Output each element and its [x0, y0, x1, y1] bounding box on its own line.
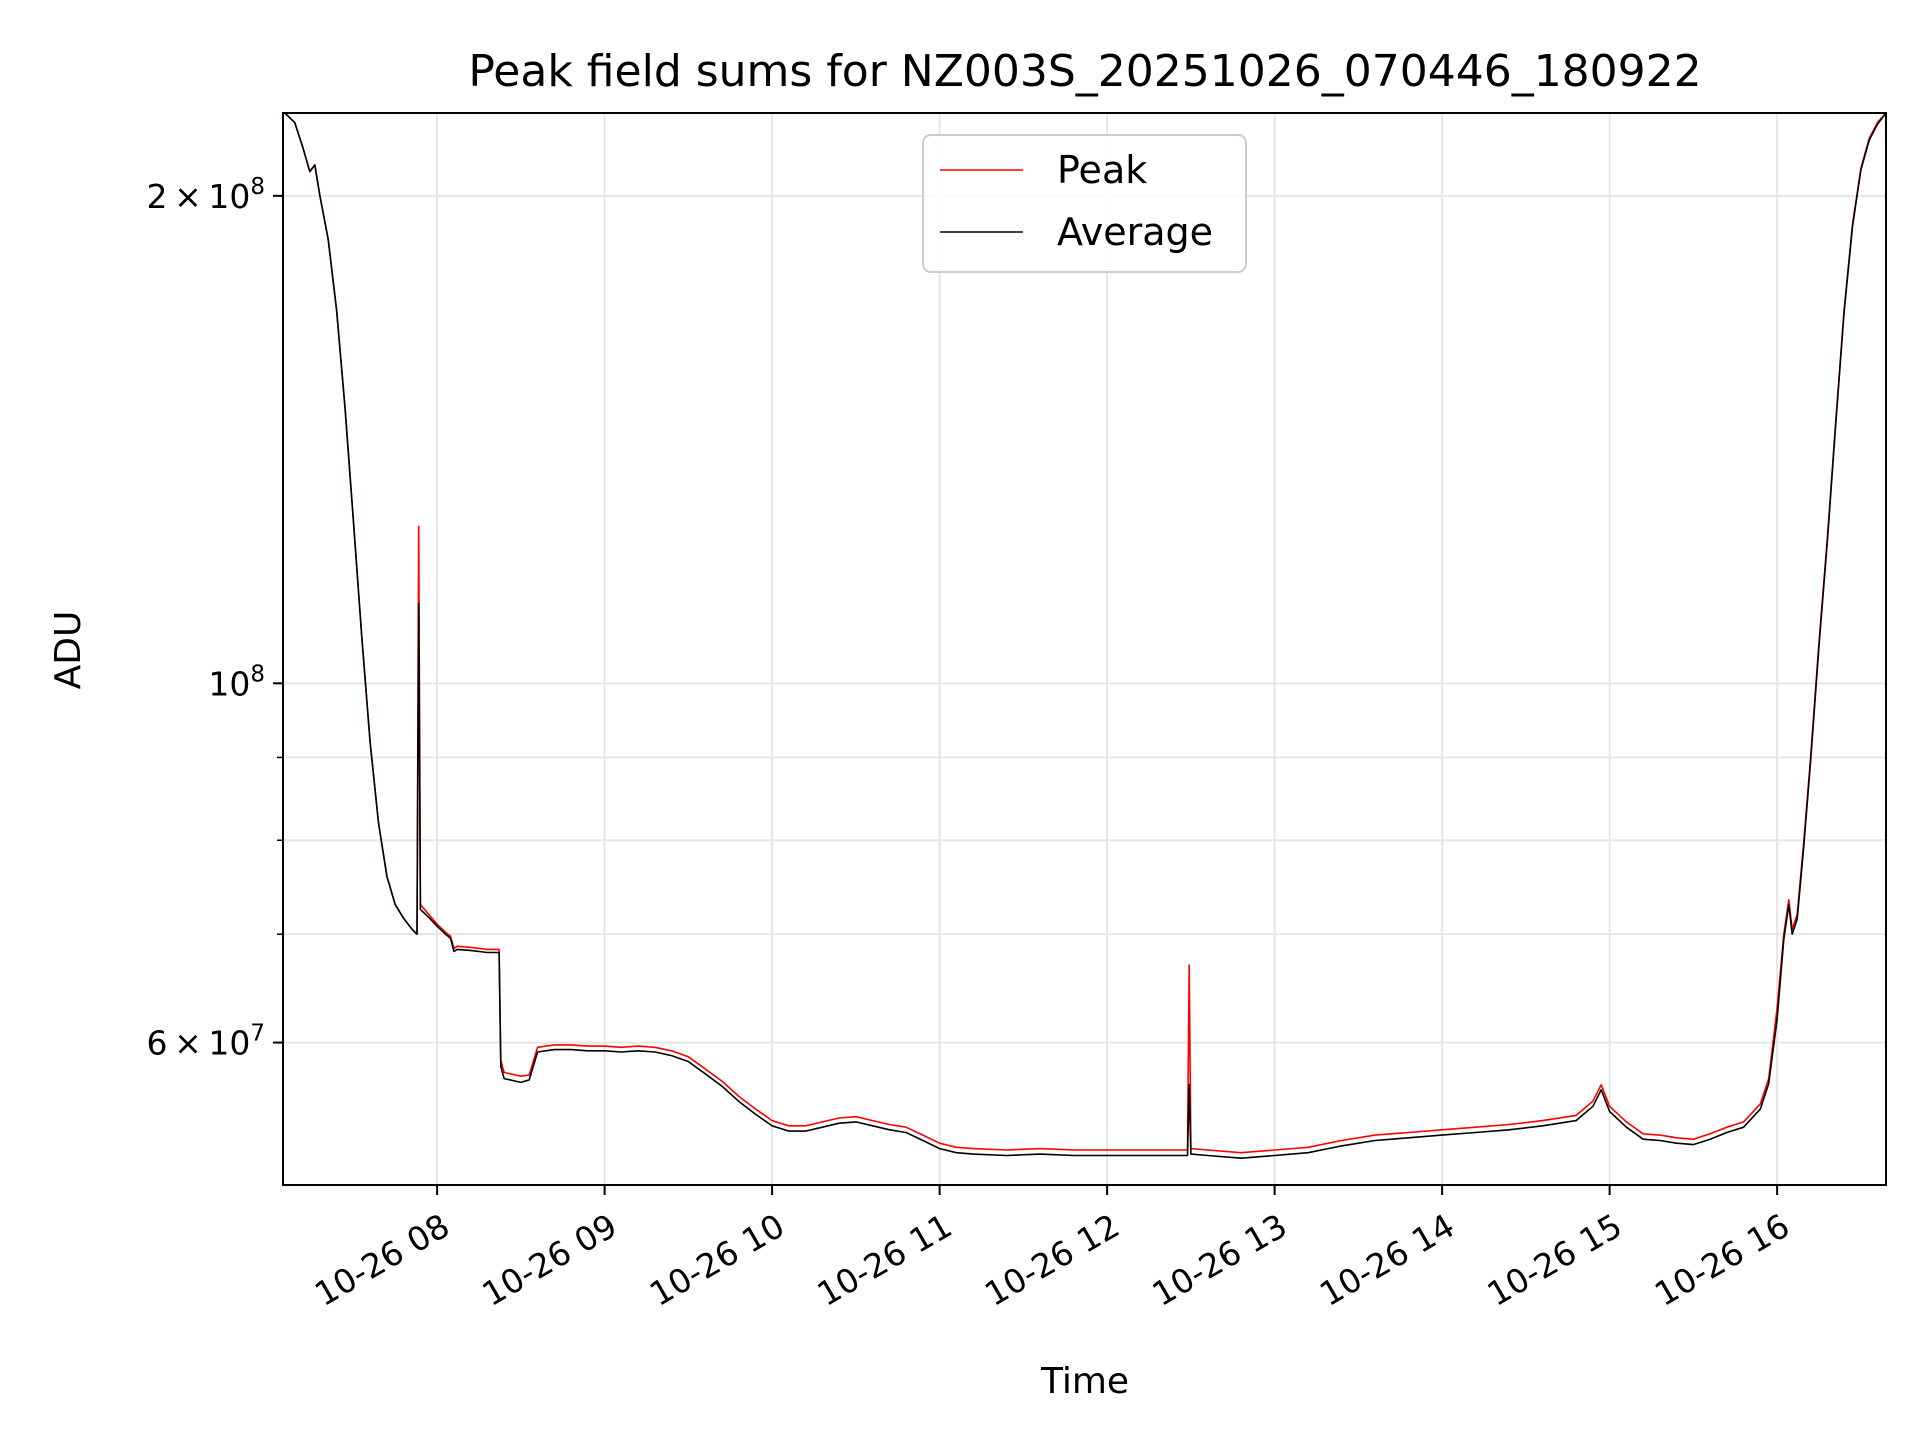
x-axis-label: Time: [1040, 1361, 1129, 1402]
y-tick-label: 6 × 107: [147, 1021, 265, 1063]
legend-label-average: Average: [1057, 210, 1213, 254]
series-line-peak: [284, 113, 1886, 1154]
y-axis-label: ADU: [48, 611, 89, 690]
y-tick-label: 108: [208, 661, 265, 703]
plot-frame: [282, 112, 1887, 1186]
series-line-average: [284, 113, 1886, 1159]
y-axis-ticks: 2 × 108 108 6 × 107: [147, 174, 283, 1063]
y-tick-label: 2 × 108: [147, 174, 265, 216]
legend-label-peak: Peak: [1057, 148, 1147, 192]
plot-series: [284, 113, 1886, 1159]
chart-title: Peak field sums for NZ003S_20251026_0704…: [468, 46, 1701, 97]
legend: Peak Average: [922, 134, 1247, 273]
